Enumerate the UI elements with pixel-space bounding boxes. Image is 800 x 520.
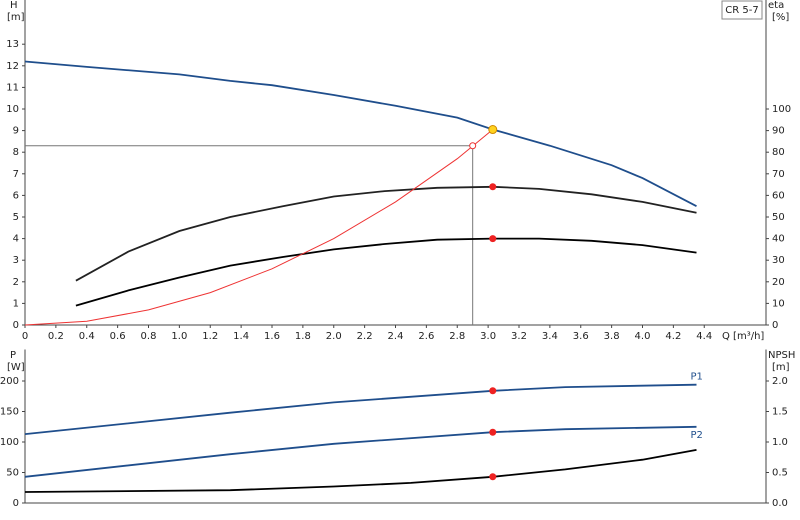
x-tick-label: 0 (22, 331, 28, 342)
y2-tick-label: 1.0 (772, 437, 788, 448)
y2-tick-label: 1.5 (772, 407, 788, 418)
y-tick-label: 1 (13, 298, 19, 309)
curve (24, 425, 697, 478)
y2-tick-label: 40 (772, 234, 785, 245)
y-axis-label: P (10, 350, 16, 361)
x-tick-label: 2.6 (418, 331, 434, 342)
point (489, 235, 497, 243)
y-tick-label: 4 (13, 234, 19, 245)
y2-axis-unit: [%] (772, 12, 789, 23)
y-tick-label: 0 (13, 320, 19, 331)
x-tick-label: 1.6 (264, 331, 280, 342)
y-tick-label: 150 (0, 407, 19, 418)
x-tick-label: 0.4 (79, 331, 95, 342)
x-tick-label: 2.8 (449, 331, 465, 342)
y-tick-label: 200 (0, 376, 19, 387)
curve (24, 129, 494, 326)
y-tick-label: 10 (6, 104, 19, 115)
x-tick-label: 1.4 (233, 331, 249, 342)
y2-axis-unit: [m] (772, 362, 790, 373)
y2-tick-label: 60 (772, 190, 785, 201)
x-axis-label: Q [m³/h] (722, 331, 764, 342)
point (489, 428, 497, 436)
y-axis-unit: [W] (7, 362, 25, 373)
x-tick-label: 3.0 (480, 331, 496, 342)
y2-tick-label: 0 (772, 320, 778, 331)
x-tick-label: 2.4 (388, 331, 404, 342)
y-tick-label: 3 (13, 255, 19, 266)
guide-point (469, 142, 477, 150)
y-tick-label: 5 (13, 212, 19, 223)
y-tick-label: 0 (13, 498, 19, 509)
x-tick-label: 0.6 (110, 331, 126, 342)
x-tick-label: 4.2 (665, 331, 681, 342)
x-tick-label: 0.8 (141, 331, 157, 342)
y2-tick-label: 70 (772, 169, 785, 180)
curve (24, 383, 697, 435)
series-label: P2 (691, 430, 703, 441)
x-tick-label: 1.0 (171, 331, 187, 342)
y2-tick-label: 10 (772, 298, 785, 309)
y-tick-label: 12 (6, 61, 19, 72)
x-tick-label: 4.0 (635, 331, 651, 342)
y-tick-label: 50 (6, 468, 19, 479)
y2-axis-label: eta (768, 0, 784, 11)
x-tick-label: 2.0 (326, 331, 342, 342)
y2-tick-label: 80 (772, 147, 785, 158)
y2-tick-label: 100 (772, 104, 791, 115)
y2-tick-label: 0.0 (772, 498, 788, 509)
x-tick-label: 3.8 (604, 331, 620, 342)
y2-tick-label: 2.0 (772, 376, 788, 387)
y-tick-label: 9 (13, 126, 19, 137)
x-tick-label: 3.4 (542, 331, 558, 342)
x-tick-label: 3.2 (511, 331, 527, 342)
curve (75, 237, 697, 307)
y-tick-label: 7 (13, 169, 19, 180)
model-label: CR 5-7 (725, 5, 758, 16)
y-tick-label: 100 (0, 437, 19, 448)
y-tick-label: 11 (6, 82, 19, 93)
y2-axis-label: NPSH (768, 350, 795, 361)
y-tick-label: 6 (13, 190, 19, 201)
y-tick-label: 8 (13, 147, 19, 158)
point (488, 125, 498, 135)
x-tick-label: 0.2 (48, 331, 64, 342)
x-tick-label: 3.6 (573, 331, 589, 342)
x-tick-label: 1.2 (202, 331, 218, 342)
x-tick-label: 2.2 (357, 331, 373, 342)
point (489, 183, 497, 191)
x-tick-label: 4.4 (696, 331, 712, 342)
curve (75, 185, 697, 282)
y-tick-label: 2 (13, 277, 19, 288)
y-axis-unit: [m] (7, 12, 25, 23)
y2-tick-label: 90 (772, 126, 785, 137)
y-tick-label: 13 (6, 39, 19, 50)
y2-tick-label: 30 (772, 255, 785, 266)
series-label: P1 (691, 372, 703, 383)
y2-tick-label: 20 (772, 277, 785, 288)
curve (24, 449, 697, 493)
y2-tick-label: 50 (772, 212, 785, 223)
point (489, 387, 497, 395)
x-tick-label: 1.8 (295, 331, 311, 342)
curve (24, 60, 697, 207)
y2-tick-label: 0.5 (772, 468, 788, 479)
model-box (721, 0, 763, 20)
y-axis-label: H (10, 0, 18, 11)
point (489, 473, 497, 481)
